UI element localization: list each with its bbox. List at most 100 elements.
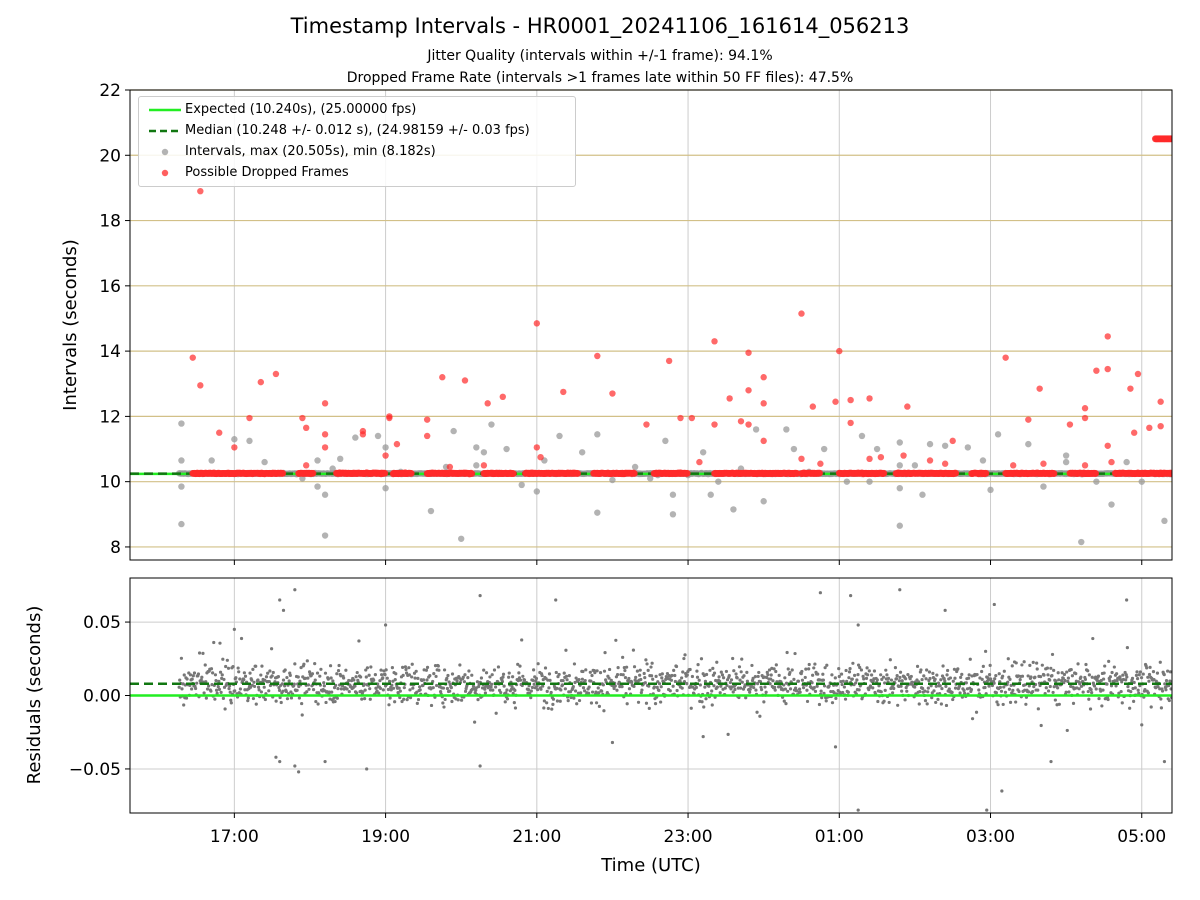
dropped-frame-point [877,453,885,461]
residual-point [418,688,422,692]
residual-point [876,699,880,704]
residual-point [689,706,693,710]
residual-point [1084,662,1088,667]
residual-point [330,690,334,694]
residual-point [1069,667,1073,672]
residual-point [379,668,383,672]
residual-point [332,696,336,700]
residual-point [263,697,267,702]
dropped-frame-point [279,469,287,477]
residual-point [273,680,277,684]
residual-point [207,684,211,688]
residual-point [313,678,317,682]
residual-point [819,689,823,693]
residual-point [795,689,799,693]
residual-point [1044,686,1048,690]
residual-point [257,688,261,692]
residual-point [620,685,624,689]
dropped-frame-point [1157,398,1164,405]
residual-point [939,702,943,706]
residual-point [280,682,284,686]
dropped-frame-point [760,374,767,381]
residual-point [769,673,773,677]
interval-point [699,449,707,456]
residual-point [797,687,802,691]
legend-median-dashed-line-icon [149,129,181,133]
residual-point [475,680,480,684]
residual-point [445,676,449,680]
residual-point [936,681,941,685]
interval-point [480,449,488,456]
interval-point [760,498,767,505]
residual-point [513,688,517,692]
residual-point [1162,672,1166,677]
residual-point [999,689,1004,693]
interval-point [488,421,495,428]
residual-point [734,672,738,676]
residual-point [416,676,420,680]
residual-point [852,673,857,677]
residual-point [488,675,492,679]
residual-point [352,678,356,682]
dropped-frame-point [309,469,317,477]
residual-point [1134,673,1139,677]
dropped-frame-point [643,421,650,428]
dropped-frame-point [1130,429,1138,436]
residual-point [994,673,998,678]
residual-point [614,638,618,642]
residual-point [1099,678,1103,683]
residual-point [610,740,615,745]
interval-point [707,491,714,498]
residual-point [354,675,358,679]
residual-point [191,674,195,678]
residual-point [601,683,605,687]
residual-point [563,687,567,691]
residual-point [516,662,520,666]
interval-point [178,520,185,528]
residual-point [476,698,480,702]
residual-point [1057,678,1061,682]
residual-point [813,662,817,666]
residual-point [1028,663,1032,667]
intervals-y-tick-label: 16 [99,277,121,297]
residual-point [292,682,296,686]
residual-point [1135,670,1139,674]
residual-point [736,686,740,690]
residual-point [1120,701,1124,705]
residual-point [483,691,487,695]
residual-point [456,698,460,702]
legend-item-dropped: Possible Dropped Frames [139,163,575,183]
residual-point [319,667,323,671]
residual-point [794,686,798,690]
residual-point [383,623,388,627]
dropped-frame-point [216,429,223,436]
legend-expected-line-icon [149,108,181,112]
residual-point [201,651,205,655]
residual-point [883,681,887,685]
residual-point [411,686,415,690]
residual-point [924,677,928,681]
residual-point [542,706,546,710]
residual-point [757,670,761,675]
residual-point [355,691,359,695]
residual-point [627,676,631,681]
residual-point [897,679,902,683]
residual-point [625,665,629,669]
dropped-frame-point [499,393,506,401]
residual-point [644,701,649,705]
interval-point [594,431,601,438]
residual-point [549,690,553,695]
residual-point [646,668,650,673]
residual-point [266,671,270,675]
residual-point [1065,670,1069,674]
residual-point [407,673,412,677]
residual-point [408,696,413,700]
residual-point [680,676,684,680]
dropped-frame-point [630,470,638,477]
residual-point [1064,690,1068,694]
interval-point [1108,501,1115,508]
residual-point [1130,676,1135,680]
residual-point [405,698,409,702]
dropped-frame-point [509,470,517,478]
